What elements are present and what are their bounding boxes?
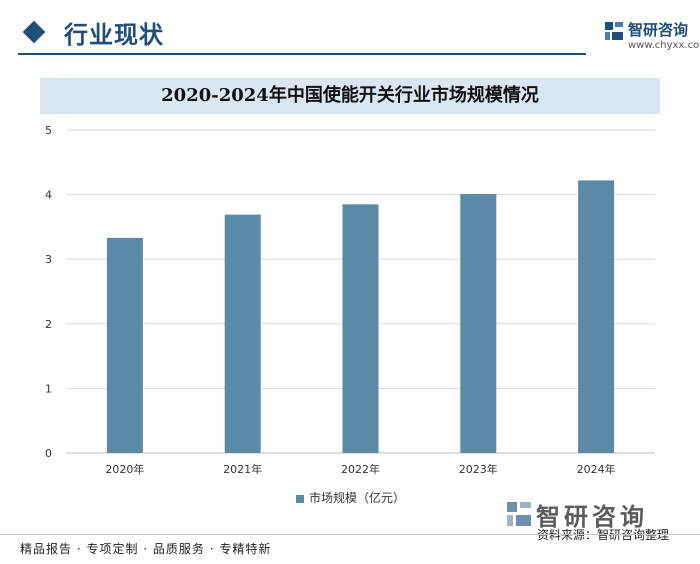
source-logo-text: 智研咨询 (536, 503, 648, 531)
footer-divider (0, 534, 700, 535)
brand-logo-icon (605, 22, 623, 40)
chart-title-band (40, 78, 660, 114)
x-tick-label: 2022年 (341, 462, 380, 476)
legend-swatch (296, 494, 304, 503)
bar (342, 204, 379, 453)
y-tick-label: 3 (45, 253, 52, 266)
y-tick-label: 0 (45, 447, 52, 460)
y-tick-label: 5 (45, 124, 52, 137)
chart-title: 2020-2024年中国使能开关行业市场规模情况 (161, 85, 539, 106)
x-tick-label: 2023年 (459, 462, 498, 476)
x-tick-label: 2021年 (223, 462, 262, 476)
x-tick-label: 2020年 (105, 462, 144, 476)
source-logo-icon (507, 502, 531, 526)
footer-tagline: 精品报告 · 专项定制 · 品质服务 · 专精特新 (20, 542, 272, 556)
y-tick-label: 1 (45, 382, 52, 395)
bar (224, 214, 261, 453)
y-tick-label: 4 (45, 189, 52, 202)
chart-legend: 市场规模（亿元） (296, 489, 405, 506)
source-note: 资料来源：智研咨询整理 (537, 528, 670, 542)
x-tick-label: 2024年 (577, 462, 616, 476)
section-title: 行业现状 (64, 21, 164, 49)
header: 行业现状 智研咨询 www.chyxx.com (0, 0, 700, 60)
y-tick-label: 2 (45, 318, 52, 331)
brand-url: www.chyxx.com (628, 40, 700, 51)
bar (460, 193, 497, 454)
bar (578, 180, 615, 453)
bar (106, 237, 143, 453)
legend-label: 市场规模（亿元） (309, 491, 406, 505)
header-divider (18, 53, 586, 55)
brand-name: 智研咨询 (628, 21, 689, 39)
